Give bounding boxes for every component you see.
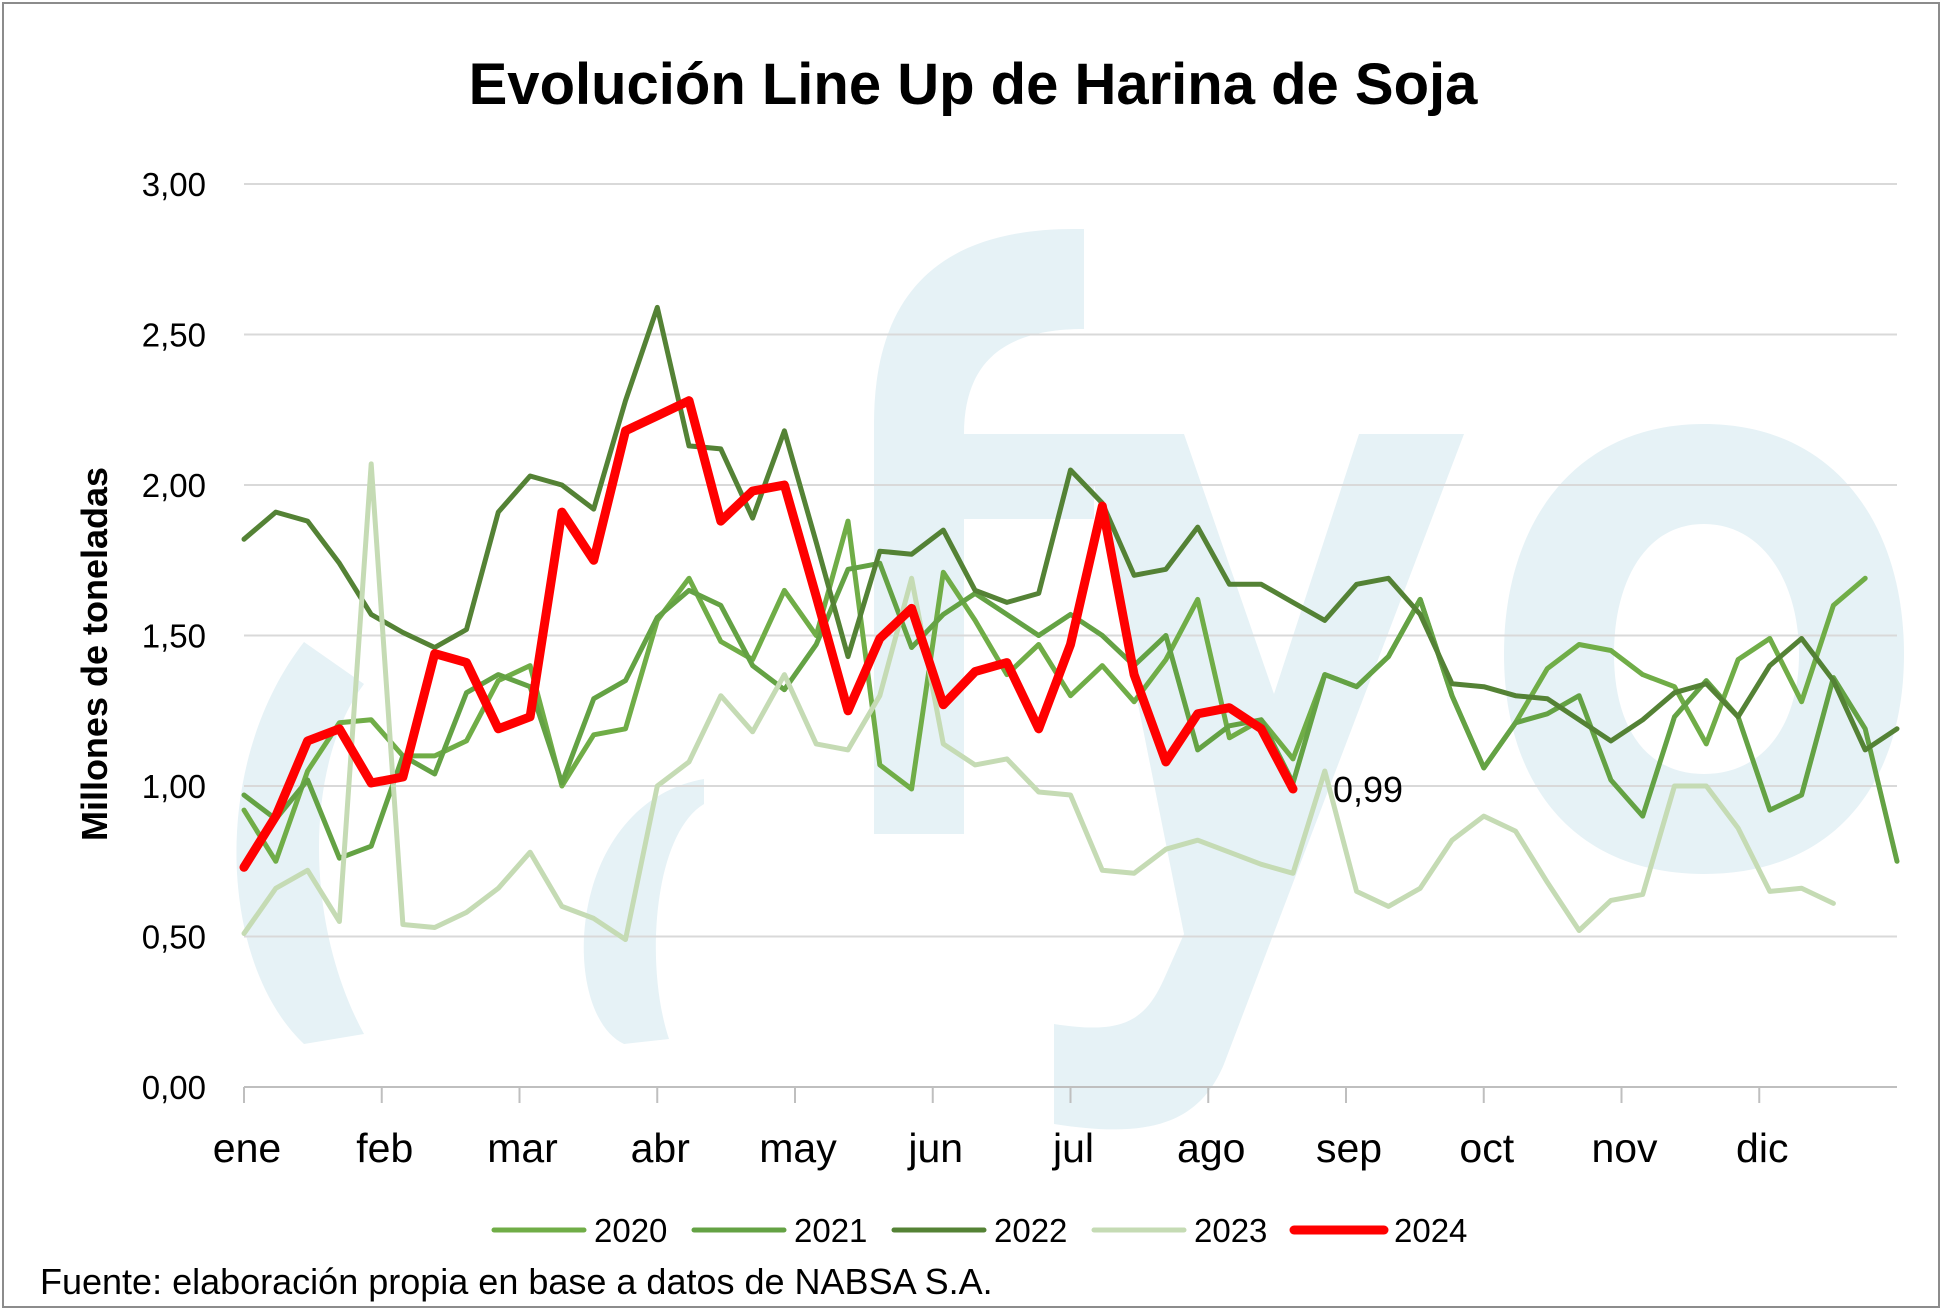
series-lines: [239, 304, 1900, 942]
chart-canvas: Evolución Line Up de Harina de Soja Mill…: [40, 52, 1904, 1302]
chart-title: Evolución Line Up de Harina de Soja: [469, 52, 1478, 117]
x-tick-label: ene: [213, 1125, 281, 1171]
y-tick-label: 0,50: [142, 919, 206, 956]
x-tick-label: abr: [631, 1125, 690, 1171]
y-tick-label: 1,00: [142, 768, 206, 805]
x-axis: ene feb mar abr may jun jul ago sep oct nov dic: [213, 1086, 1897, 1171]
x-tick-label: oct: [1459, 1125, 1514, 1171]
y-tick-label: 2,00: [142, 467, 206, 504]
legend-label-2024: 2024: [1394, 1212, 1467, 1249]
y-tick-label: 2,50: [142, 317, 206, 354]
y-axis-label: Millones de toneladas: [74, 467, 115, 841]
x-tick-label: ago: [1177, 1125, 1245, 1171]
x-tick-label: dic: [1736, 1125, 1788, 1171]
series-line-2020: [241, 518, 1868, 864]
series-line-2024: [239, 396, 1298, 872]
watermark-arc-left: [236, 642, 364, 1044]
watermark-letter-y: [1054, 434, 1464, 1130]
x-tick-label: sep: [1316, 1125, 1382, 1171]
legend-label-2021: 2021: [794, 1212, 867, 1249]
y-tick-label: 3,00: [142, 166, 206, 203]
watermark-letter-f: [874, 229, 1094, 834]
x-tick-label: may: [759, 1125, 837, 1171]
y-tick-labels: 0,00 0,50 1,00 1,50 2,00 2,50 3,00: [142, 166, 206, 1106]
data-labels: 0,99: [1333, 769, 1403, 810]
watermark-fyo: [236, 229, 1904, 1130]
y-tick-label: 0,00: [142, 1069, 206, 1106]
series-line-2021: [241, 560, 1900, 864]
x-tick-label: feb: [356, 1125, 413, 1171]
series-line-2023: [241, 461, 1836, 942]
legend: 2020 2021 2022 2023 2024: [491, 1212, 1467, 1249]
x-tick-label: jun: [907, 1125, 963, 1171]
data-label-last: 0,99: [1333, 769, 1403, 810]
y-tick-label: 1,50: [142, 618, 206, 655]
legend-label-2020: 2020: [594, 1212, 667, 1249]
x-tick-label: mar: [487, 1125, 558, 1171]
x-tick-label: nov: [1591, 1125, 1658, 1171]
legend-label-2022: 2022: [994, 1212, 1067, 1249]
legend-label-2023: 2023: [1194, 1212, 1267, 1249]
x-tick-label: jul: [1052, 1125, 1094, 1171]
watermark-letter-o: [1504, 424, 1904, 874]
watermark-arc-mid: [583, 779, 704, 1044]
source-note: Fuente: elaboración propia en base a dat…: [40, 1261, 993, 1302]
series-line-2022: [241, 304, 1900, 753]
